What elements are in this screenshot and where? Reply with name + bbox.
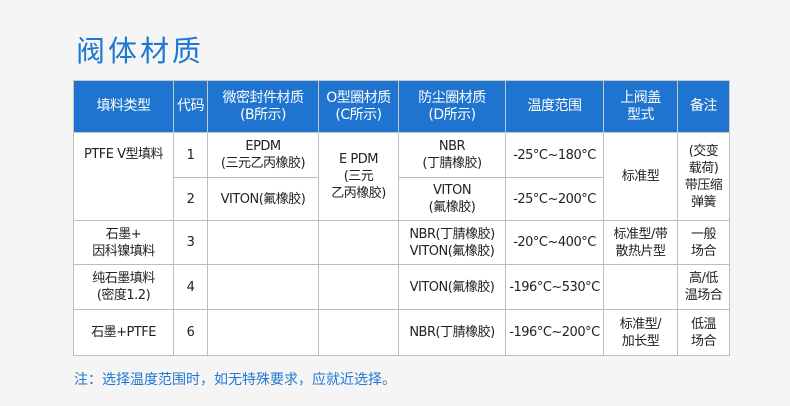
- cell-dust: NBR(丁腈橡胶) VITON(氟橡胶): [398, 220, 506, 265]
- cell-remark: 一般 场合: [677, 220, 730, 265]
- header-remark: 备注: [677, 80, 730, 133]
- cell-seal: [207, 309, 319, 356]
- header-seal-material: 微密封件材质 (B所示): [207, 80, 319, 133]
- valve-material-table: 填料类型 代码 微密封件材质 (B所示) O型圈材质 (C所示) 防尘圈材质 (…: [73, 80, 730, 356]
- cell-packing: 纯石墨填料 (密度1.2): [73, 264, 174, 310]
- cell-bonnet: 标准型/带 散热片型: [603, 220, 678, 265]
- cell-temp: -25°C~200°C: [505, 177, 604, 221]
- cell-bonnet: 标准型/ 加长型: [603, 309, 678, 356]
- cell-oring: [318, 264, 399, 310]
- cell-dust: NBR(丁腈橡胶): [398, 309, 506, 356]
- cell-bonnet: [603, 264, 678, 310]
- header-dust-ring-material: 防尘圈材质 (D所示): [398, 80, 506, 133]
- cell-remark: (交变 载荷) 带压缩 弹簧: [677, 132, 730, 221]
- cell-packing: 石墨+PTFE: [73, 309, 174, 356]
- cell-packing: 石墨+ 因科镍填料: [73, 220, 174, 265]
- cell-temp: -25°C~180°C: [505, 132, 604, 178]
- cell-temp: -196°C~200°C: [505, 309, 604, 356]
- cell-seal: [207, 264, 319, 310]
- cell-bonnet: 标准型: [603, 132, 678, 221]
- cell-code: 1: [173, 132, 208, 178]
- cell-seal: EPDM (三元乙丙橡胶): [207, 132, 319, 178]
- cell-temp: -196°C~530°C: [505, 264, 604, 310]
- cell-dust: NBR (丁腈橡胶): [398, 132, 506, 178]
- cell-code: 2: [173, 177, 208, 221]
- table-header-row: 填料类型 代码 微密封件材质 (B所示) O型圈材质 (C所示) 防尘圈材质 (…: [73, 80, 730, 133]
- cell-temp: -20°C~400°C: [505, 220, 604, 265]
- page-title: 阀体材质: [76, 34, 205, 68]
- cell-code: 4: [173, 264, 208, 310]
- cell-packing: PTFE V型填料: [73, 132, 174, 221]
- cell-remark: 高/低 温场合: [677, 264, 730, 310]
- cell-oring: [318, 309, 399, 356]
- cell-oring: E PDM (三元 乙丙橡胶): [318, 132, 399, 221]
- cell-oring: [318, 220, 399, 265]
- table-row: 纯石墨填料 (密度1.2) 4 VITON(氟橡胶) -196°C~530°C …: [73, 264, 730, 310]
- header-packing-type: 填料类型: [73, 80, 174, 133]
- cell-code: 3: [173, 220, 208, 265]
- table-row: 石墨+PTFE 6 NBR(丁腈橡胶) -196°C~200°C 标准型/ 加长…: [73, 309, 730, 356]
- header-temperature-range: 温度范围: [505, 80, 604, 133]
- table-row: 石墨+ 因科镍填料 3 NBR(丁腈橡胶) VITON(氟橡胶) -20°C~4…: [73, 220, 730, 265]
- footnote: 注：选择温度范围时，如无特殊要求，应就近选择。: [74, 372, 396, 388]
- cell-dust: VITON (氟橡胶): [398, 177, 506, 221]
- header-oring-material: O型圈材质 (C所示): [318, 80, 399, 133]
- header-code: 代码: [173, 80, 208, 133]
- cell-seal: VITON(氟橡胶): [207, 177, 319, 221]
- cell-seal: [207, 220, 319, 265]
- cell-code: 6: [173, 309, 208, 356]
- table-row: PTFE V型填料 1 EPDM (三元乙丙橡胶) E PDM (三元 乙丙橡胶…: [73, 132, 730, 221]
- cell-dust: VITON(氟橡胶): [398, 264, 506, 310]
- table-row: 2 VITON(氟橡胶) VITON (氟橡胶) -25°C~200°C: [74, 177, 730, 221]
- cell-remark: 低温 场合: [677, 309, 730, 356]
- header-bonnet-type: 上阀盖 型式: [603, 80, 678, 133]
